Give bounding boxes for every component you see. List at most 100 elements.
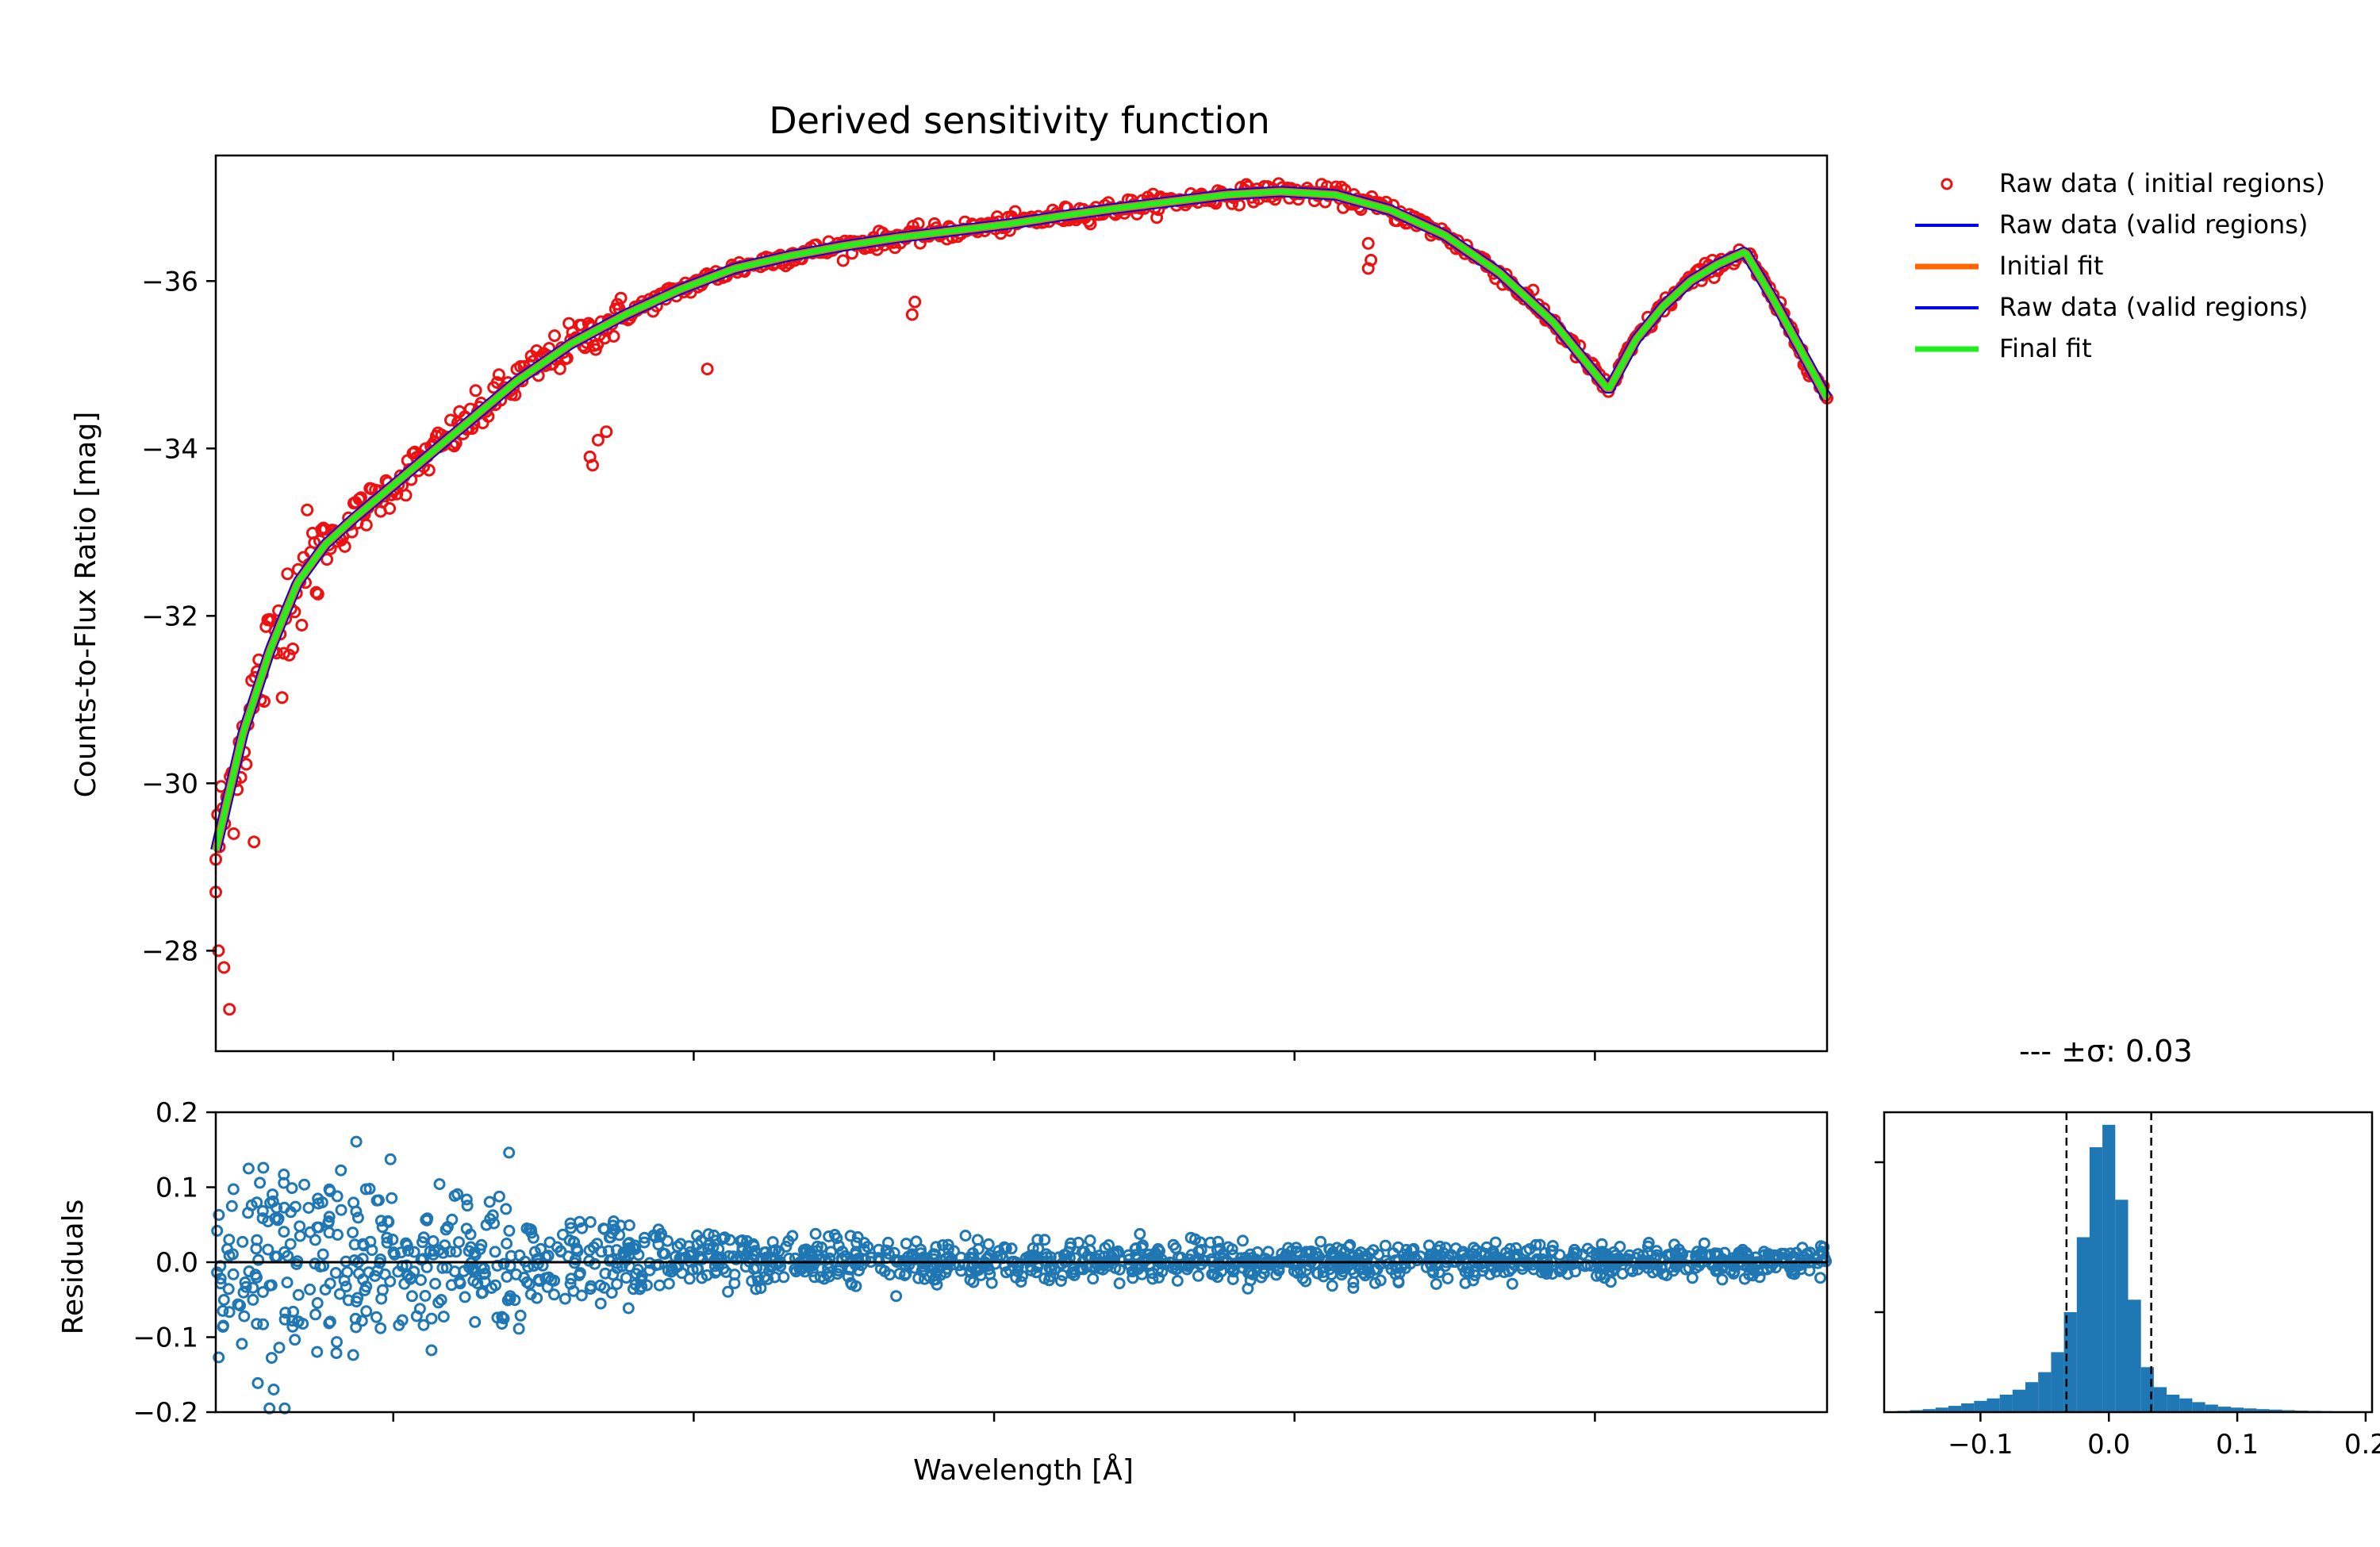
legend-label: Raw data (valid regions) bbox=[1999, 292, 2308, 322]
residual-point bbox=[800, 1246, 812, 1258]
residual-point bbox=[302, 1202, 315, 1214]
residual-point bbox=[1433, 1266, 1445, 1279]
residual-point bbox=[1599, 1272, 1610, 1284]
residual-point bbox=[594, 1297, 607, 1310]
residual-point bbox=[809, 1227, 822, 1240]
residual-point bbox=[363, 1183, 376, 1195]
residual-point bbox=[1818, 1241, 1830, 1253]
residual-point bbox=[446, 1213, 459, 1226]
legend-entry: Initial fit bbox=[1915, 251, 2103, 281]
residual-point bbox=[1401, 1250, 1414, 1262]
residual-point bbox=[435, 1294, 447, 1306]
residual-point bbox=[1237, 1234, 1249, 1247]
main-ytick-label: −32 bbox=[141, 601, 198, 632]
residual-point bbox=[531, 1292, 543, 1304]
residual-point bbox=[312, 1192, 324, 1205]
histogram-bar bbox=[1974, 1400, 1987, 1412]
residual-point bbox=[1171, 1262, 1184, 1275]
raw-point bbox=[607, 329, 620, 343]
histogram-bar bbox=[2128, 1299, 2141, 1413]
residual-point bbox=[1814, 1272, 1826, 1284]
residual-point bbox=[1803, 1265, 1816, 1276]
residual-point bbox=[417, 1253, 429, 1265]
residual-point bbox=[1169, 1242, 1182, 1254]
residual-point bbox=[350, 1321, 363, 1334]
residual-point bbox=[557, 1228, 569, 1241]
residual-point bbox=[844, 1230, 857, 1242]
residual-point bbox=[512, 1322, 525, 1335]
residual-point bbox=[1523, 1243, 1536, 1255]
raw-point bbox=[1008, 205, 1022, 218]
residual-point bbox=[662, 1277, 675, 1290]
residual-point bbox=[322, 1215, 335, 1227]
residual-point bbox=[1038, 1234, 1051, 1246]
residual-point bbox=[478, 1268, 490, 1280]
legend-label: Raw data (valid regions) bbox=[1999, 209, 2308, 240]
raw-point bbox=[1150, 211, 1164, 225]
residual-point bbox=[643, 1264, 656, 1276]
residual-point bbox=[605, 1287, 618, 1299]
main-ytick-label: −34 bbox=[141, 433, 198, 465]
residual-point bbox=[458, 1265, 470, 1277]
residual-point bbox=[497, 1257, 510, 1270]
residual-point bbox=[396, 1314, 409, 1326]
residual-point bbox=[213, 1208, 225, 1221]
residual-point bbox=[370, 1311, 382, 1323]
residual-point bbox=[1392, 1275, 1405, 1288]
residual-point bbox=[262, 1243, 274, 1256]
raw-point bbox=[509, 388, 522, 401]
histogram-bar bbox=[1961, 1403, 1975, 1412]
residual-point bbox=[565, 1222, 578, 1234]
residual-point bbox=[1030, 1266, 1042, 1279]
residual-point bbox=[935, 1254, 948, 1267]
residual-point bbox=[222, 1283, 235, 1296]
histogram-bar bbox=[1987, 1398, 2000, 1412]
residual-point bbox=[831, 1232, 843, 1245]
residual-point bbox=[1534, 1238, 1546, 1251]
residual-point bbox=[777, 1271, 790, 1284]
residual-point bbox=[360, 1280, 373, 1293]
histogram-bar bbox=[2089, 1147, 2103, 1412]
residual-point bbox=[223, 1250, 236, 1262]
residual-point bbox=[439, 1239, 451, 1252]
residual-point bbox=[1679, 1263, 1692, 1276]
residual-point bbox=[290, 1258, 303, 1270]
histogram-bar bbox=[2244, 1408, 2257, 1412]
residual-point bbox=[1504, 1242, 1516, 1255]
residual-point bbox=[892, 1254, 905, 1267]
residual-point bbox=[937, 1239, 949, 1251]
residual-point bbox=[1192, 1269, 1204, 1282]
residual-point bbox=[1005, 1242, 1018, 1255]
raw-point bbox=[281, 567, 294, 581]
residual-point bbox=[1184, 1231, 1197, 1244]
residual-point bbox=[1641, 1240, 1654, 1253]
residual-point bbox=[448, 1189, 461, 1202]
residual-point bbox=[1204, 1236, 1217, 1249]
histogram-bar bbox=[2256, 1409, 2270, 1412]
residual-point bbox=[973, 1264, 985, 1276]
residual-point bbox=[1522, 1258, 1534, 1271]
residual-point bbox=[1290, 1242, 1303, 1254]
residual-point bbox=[622, 1238, 635, 1250]
residual-point bbox=[1347, 1281, 1360, 1294]
raw-outlier-point bbox=[223, 1003, 236, 1016]
legend-entry: Raw data (valid regions) bbox=[1915, 292, 2308, 322]
residual-point bbox=[1031, 1234, 1044, 1246]
residual-point bbox=[335, 1164, 347, 1177]
raw-outlier-point bbox=[701, 363, 714, 376]
residual-point bbox=[542, 1250, 555, 1262]
residual-point bbox=[652, 1258, 665, 1271]
residual-point bbox=[1674, 1247, 1687, 1260]
residual-point bbox=[256, 1286, 269, 1299]
residual-point bbox=[983, 1249, 996, 1261]
residual-point bbox=[252, 1253, 265, 1266]
residual-point bbox=[930, 1241, 942, 1253]
residual-point bbox=[1624, 1263, 1637, 1276]
residual-point bbox=[850, 1237, 863, 1250]
residual-point bbox=[292, 1288, 305, 1301]
residual-point bbox=[347, 1226, 359, 1239]
residual-point bbox=[1113, 1263, 1126, 1276]
residual-point bbox=[720, 1265, 732, 1278]
residuals-ytick-label: 0.0 bbox=[155, 1247, 198, 1279]
residual-point bbox=[551, 1241, 563, 1253]
